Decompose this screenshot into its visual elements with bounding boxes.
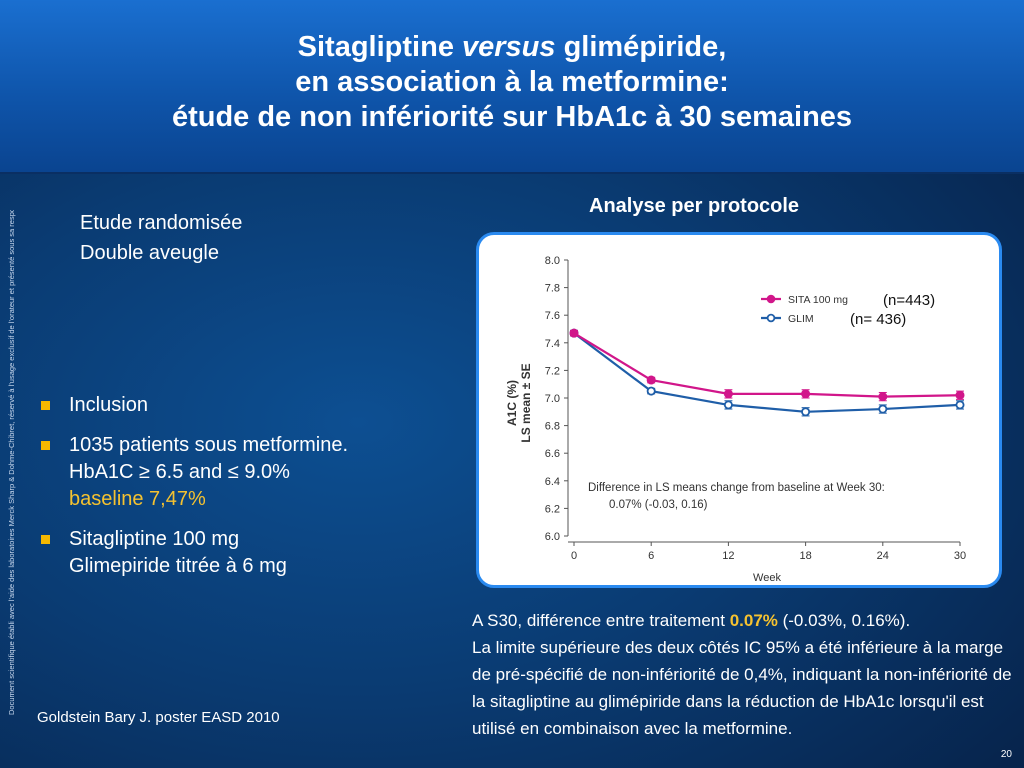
y-tick-label: 6.4 (545, 476, 560, 488)
legend-marker (766, 313, 776, 323)
title-line-1-emphasis: versus (462, 31, 556, 63)
square-bullet-icon (41, 441, 50, 450)
caption-intro: A S30, différence entre traitement (472, 611, 730, 630)
y-tick-label: 6.2 (545, 503, 560, 515)
x-axis-label: Week (753, 572, 781, 584)
data-point-glim (723, 400, 733, 410)
caption-ci: (-0.03%, 0.16%). (777, 611, 911, 630)
results-caption: A S30, différence entre traitement 0.07%… (472, 607, 1012, 742)
caption-body: La limite supérieure des deux côtés IC 9… (472, 638, 1012, 738)
x-tick-label: 18 (799, 550, 811, 562)
disclaimer-vertical-text: Document scientifique établi avec l'aide… (7, 210, 16, 715)
data-point-glim (878, 404, 888, 414)
data-point-sita (723, 389, 733, 399)
x-tick-label: 12 (722, 550, 734, 562)
chart-annotation-line-2: 0.07% (-0.03, 0.16) (609, 499, 708, 511)
y-tick-label: 7.2 (545, 365, 560, 377)
legend-n-glim: (n= 436) (850, 311, 906, 328)
legend-n-sita: (n=443) (883, 292, 935, 309)
legend-marker (766, 294, 776, 304)
bullet-list: Inclusion 1035 patients sous metformine.… (40, 392, 440, 593)
data-point-glim (646, 386, 656, 396)
x-tick-label: 6 (648, 550, 654, 562)
caption-difference-value: 0.07% (729, 611, 778, 630)
y-tick-label: 6.0 (545, 531, 560, 543)
study-design-line: Etude randomisée (80, 212, 243, 234)
title-line-2: en association à la metformine: (295, 66, 729, 98)
data-point-sita (801, 389, 811, 399)
baseline-value: baseline 7,47% (69, 488, 206, 510)
legend-label: SITA 100 mg (788, 294, 848, 306)
study-design: Etude randomisée Double aveugle (80, 208, 242, 268)
y-tick-label: 6.8 (545, 421, 560, 433)
x-tick-label: 30 (954, 550, 966, 562)
bullet-item-inclusion: Inclusion (40, 392, 440, 419)
chart-heading: Analyse per protocole (589, 195, 800, 217)
data-point-sita (569, 328, 579, 338)
y-tick-label: 7.4 (545, 338, 560, 350)
y-axis-label-line-1: A1C (%) (505, 380, 519, 426)
data-point-glim (955, 400, 965, 410)
series-line-sita (573, 332, 961, 398)
bullet-text: Glimepiride titrée à 6 mg (69, 555, 287, 577)
reference-citation: Goldstein Bary J. poster EASD 2010 (37, 709, 280, 726)
title-banner: Sitagliptine versus glimépiride, en asso… (0, 0, 1024, 174)
title-line-1-post: glimépiride, (555, 31, 727, 63)
chart-annotation-line-1: Difference in LS means change from basel… (588, 482, 885, 494)
y-tick-label: 7.6 (545, 310, 560, 322)
data-point-sita (878, 392, 888, 402)
a1c-line-chart: 6.0 6.2 6.4 6.6 6.8 7.0 7.2 7.4 7.6 7.8 8.0 0 6 12 18 2… (505, 255, 966, 584)
bullet-text: HbA1C ≥ 6.5 and ≤ 9.0% (69, 461, 290, 483)
bullet-text: Sitagliptine 100 mg (69, 528, 240, 550)
square-bullet-icon (41, 535, 50, 544)
x-tick-label: 24 (877, 550, 889, 562)
legend-label: GLIM (788, 313, 814, 325)
page-number: 20 (1000, 749, 1012, 760)
bullet-text: 1035 patients sous metformine. (69, 434, 349, 456)
data-point-sita (646, 375, 656, 385)
square-bullet-icon (41, 401, 50, 410)
y-axis-label-line-2: LS mean ± SE (519, 363, 533, 442)
x-tick-label: 0 (571, 550, 577, 562)
data-point-sita (955, 390, 965, 400)
y-tick-label: 6.6 (545, 448, 560, 460)
y-tick-label: 8.0 (545, 255, 560, 267)
bullet-item-treatments: Sitagliptine 100 mg Glimepiride titrée à… (40, 526, 440, 580)
series-line-glim (573, 332, 961, 413)
slide-title: Sitagliptine versus glimépiride, en asso… (0, 30, 1024, 135)
title-line-3: étude de non infériorité sur HbA1c à 30 … (171, 101, 853, 133)
bullet-item-patients: 1035 patients sous metformine. HbA1C ≥ 6… (40, 432, 440, 513)
y-tick-label: 7.0 (545, 393, 560, 405)
title-line-1-pre: Sitagliptine (297, 31, 462, 63)
chart-panel: 6.0 6.2 6.4 6.6 6.8 7.0 7.2 7.4 7.6 7.8 8.0 0 6 12 18 2… (476, 232, 1002, 588)
bullet-text: Inclusion (69, 394, 148, 416)
study-design-line: Double aveugle (80, 242, 219, 264)
title-line-1: Sitagliptine versus glimépiride, (0, 30, 1024, 65)
data-point-glim (801, 407, 811, 417)
y-tick-label: 7.8 (545, 283, 560, 295)
